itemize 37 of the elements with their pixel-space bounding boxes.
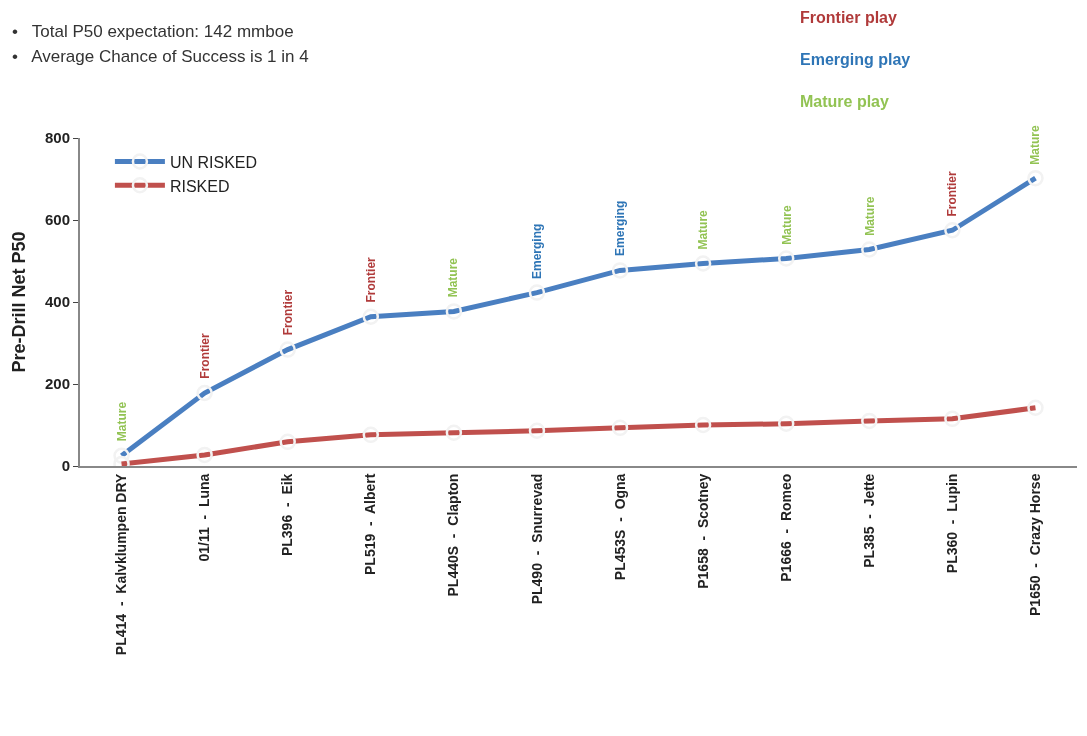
x-tick-label: P1658 - Scotney [694,473,711,589]
annotation: Mature [1028,124,1043,165]
x-tick-label: P1650 - Crazy Horse [1027,473,1044,617]
x-tick-label: P1666 - Romeo [777,473,794,582]
annotation: Mature [114,401,129,442]
x-tick-label: PL440S - Clapton [445,473,462,597]
legend-label: UN RISKED [169,153,258,171]
x-tick-label: PL360 - Lupin [943,473,960,574]
y-axis-title: Pre-Drill Net P50 [8,231,29,373]
text: Emerging play [800,51,911,68]
text: Mature play [800,93,890,110]
y-tick-label: 200 [44,375,70,393]
annotation: Frontier [945,170,960,217]
x-tick-label: 01/11 - Luna [196,473,213,562]
text: Frontier play [800,9,898,26]
text: • Average Chance of Success is 1 in 4 [12,47,309,66]
x-tick-label: PL385 - Jette [860,473,877,568]
text: • Total P50 expectation: 142 mmboe [12,22,294,41]
annotation: Mature [446,257,461,298]
annotation: Frontier [197,332,212,379]
x-tick-label: PL453S - Ogna [611,473,628,581]
y-tick-label: 800 [44,129,70,147]
annotation: Mature [695,209,710,250]
annotation: Mature [862,196,877,236]
x-tick-label: PL396 - Eik [279,473,296,557]
x-tick-label: PL519 - Albert [362,473,379,576]
y-tick-label: 400 [44,293,70,311]
annotation: Frontier [364,256,379,303]
y-tick-label: 0 [61,457,70,475]
annotation: Emerging [613,200,628,256]
annotation: Frontier [281,289,296,336]
x-tick-label: PL490 - Snurrevad [528,473,545,605]
y-tick-label: 600 [44,211,70,229]
x-tick-label: PL414 - Kalvklumpen DRY [113,472,130,656]
annotation: Mature [779,205,794,245]
legend-label: RISKED [169,177,230,195]
annotation: Emerging [529,223,544,280]
